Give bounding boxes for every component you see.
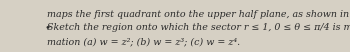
- Text: Sketch the region onto which the sector r ≤ 1, 0 ≤ θ ≤ π/4 is mapped by the tran: Sketch the region onto which the sector …: [47, 23, 350, 32]
- Text: mation (a) w = z²; (b) w = z³; (c) w = z⁴.: mation (a) w = z²; (b) w = z³; (c) w = z…: [47, 38, 240, 47]
- Text: maps the first quadrant onto the upper half plane, as shown in Fig. 21.: maps the first quadrant onto the upper h…: [47, 10, 350, 19]
- Text: •: •: [44, 23, 50, 32]
